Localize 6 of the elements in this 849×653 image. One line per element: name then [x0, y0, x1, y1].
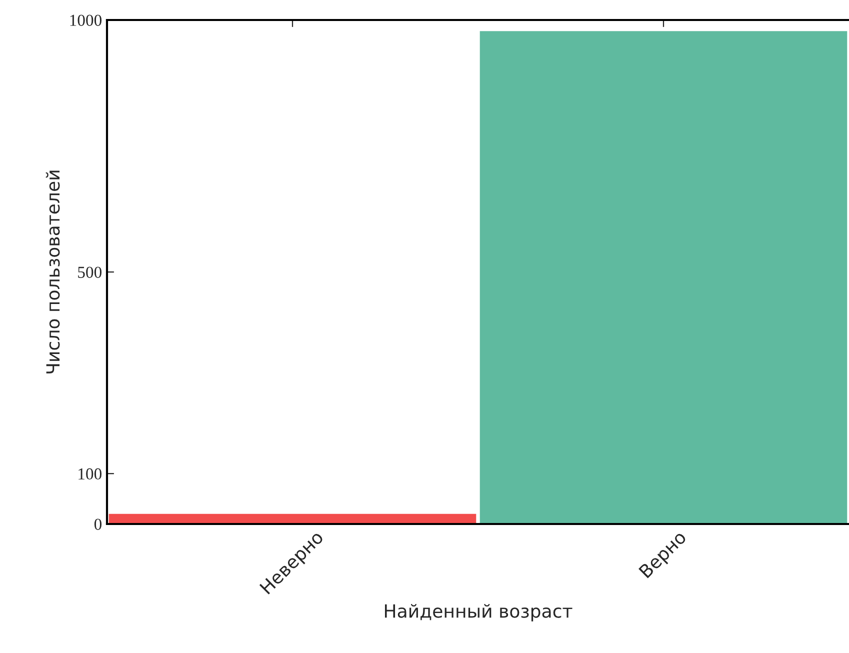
y-tick-label: 500 — [78, 266, 102, 278]
y-tick-label: 100 — [78, 468, 102, 480]
y-tick-label: 1000 — [70, 14, 102, 26]
y-tick-label: 0 — [94, 518, 102, 530]
y-axis-title: Число пользователей — [46, 170, 60, 374]
x-axis-title: Найденный возраст — [384, 604, 572, 622]
